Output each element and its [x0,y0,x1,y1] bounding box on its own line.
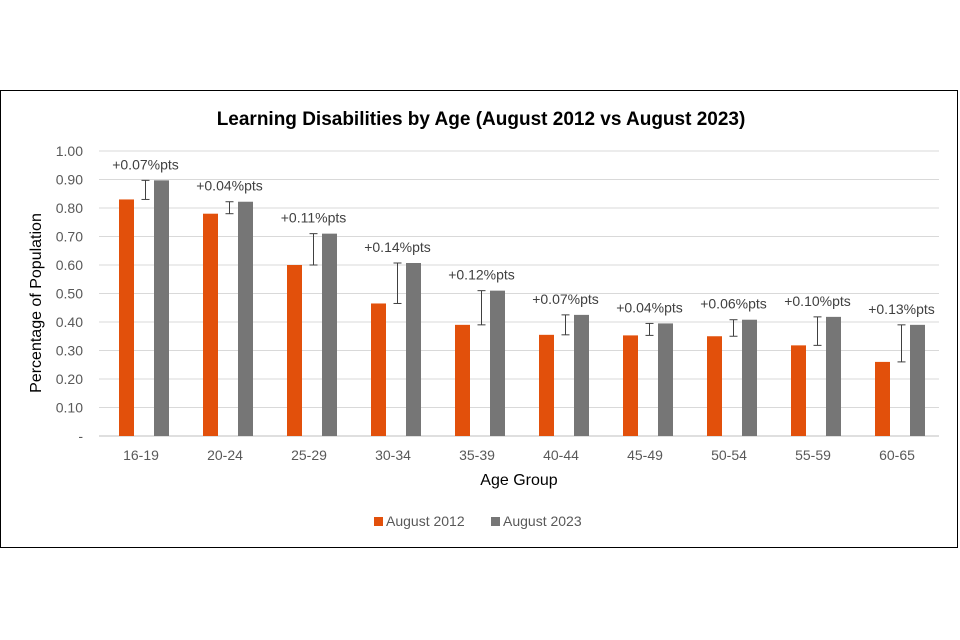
bar-august-2012 [455,324,470,436]
x-tick-label: 50-54 [711,447,747,463]
difference-label: +0.07%pts [112,156,179,172]
y-tick-label: 0.40 [56,314,83,330]
bar-august-2023 [322,233,337,436]
difference-marker [561,314,570,336]
bar-august-2012 [875,361,890,436]
difference-marker [309,233,318,266]
bar-august-2012 [287,265,302,436]
difference-label: +0.04%pts [196,178,263,194]
bar-august-2023 [826,316,841,436]
x-axis-ticks: 16-19 20-24 25-29 30-34 35-39 40-44 45-49 50-54… [123,447,915,463]
difference-label: +0.06%pts [700,296,767,312]
y-tick-label: 1.00 [56,143,83,159]
bar-august-2023 [490,290,505,436]
difference-marker [645,322,654,336]
y-tick-label: 0.60 [56,257,83,273]
x-tick-label: 40-44 [543,447,579,463]
bar-august-2012 [539,334,554,436]
legend-swatch [491,517,500,526]
difference-label: +0.14%pts [364,239,431,255]
y-tick-label: 0.20 [56,371,83,387]
difference-label: +0.07%pts [532,291,599,307]
difference-marker [141,179,150,200]
difference-marker [729,319,738,337]
y-axis-ticks: - 0.10 0.20 0.30 0.40 0.50 0.60 0.70 0.80 0.90 1.0… [56,143,84,444]
y-tick-label: - [78,428,83,444]
bar-august-2023 [910,324,925,436]
x-tick-label: 60-65 [879,447,915,463]
bar-august-2012 [119,199,134,436]
difference-label: +0.04%pts [616,299,683,315]
x-tick-label: 16-19 [123,447,159,463]
difference-label: +0.11%pts [281,210,347,226]
y-axis-title: Percentage of Population [28,213,45,393]
difference-marker [897,324,906,363]
y-tick-label: 0.30 [56,343,83,359]
y-tick-label: 0.90 [56,172,83,188]
y-tick-label: 0.50 [56,286,83,302]
bar-august-2023 [154,180,169,436]
bar-august-2023 [574,314,589,436]
bar-august-2012 [707,336,722,436]
difference-label: +0.13%pts [868,301,935,317]
chart-frame: Learning Disabilities by Age (August 201… [0,90,958,548]
chart-svg: Learning Disabilities by Age (August 201… [28,109,939,529]
y-tick-label: 0.10 [56,400,83,416]
y-tick-label: 0.70 [56,229,83,245]
legend-item: August 2012 [374,513,465,529]
x-tick-label: 25-29 [291,447,327,463]
difference-label: +0.12%pts [448,267,515,283]
difference-marker [477,290,486,326]
difference-labels: +0.07%pts +0.04%pts +0.11%pts +0.14%pts +0.1… [112,156,935,316]
chart-title: Learning Disabilities by Age (August 201… [217,109,746,130]
legend-item: August 2023 [491,513,582,529]
y-tick-label: 0.80 [56,200,83,216]
legend-label: August 2012 [386,513,465,529]
bar-august-2023 [406,263,421,436]
bar-august-2012 [623,335,638,436]
x-tick-label: 55-59 [795,447,831,463]
difference-marker [393,262,402,304]
x-tick-label: 35-39 [459,447,495,463]
difference-label: +0.10%pts [784,293,851,309]
legend-label: August 2023 [503,513,582,529]
difference-markers [141,179,906,363]
x-tick-label: 30-34 [375,447,411,463]
legend: August 2012 August 2023 [374,513,582,529]
difference-marker [813,316,822,346]
bar-august-2023 [742,319,757,436]
bar-august-2012 [371,303,386,436]
difference-marker [225,201,234,215]
bar-august-2012 [791,345,806,436]
bar-august-2012 [203,213,218,436]
legend-swatch [374,517,383,526]
bar-august-2023 [238,201,253,436]
x-axis-title: Age Group [480,472,557,489]
bars [119,180,925,436]
bar-august-2023 [658,323,673,436]
x-tick-label: 45-49 [627,447,663,463]
x-tick-label: 20-24 [207,447,243,463]
